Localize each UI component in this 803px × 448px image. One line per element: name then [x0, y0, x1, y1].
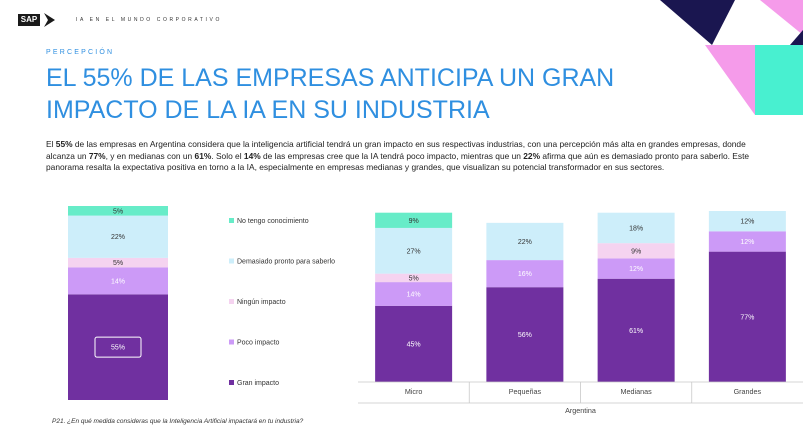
data-label-cat3-gran: 77% [740, 314, 754, 321]
deco-navy-triangle [660, 0, 735, 45]
data-label-cat2-demasiado: 18% [629, 225, 643, 232]
page-title: EL 55% DE LAS EMPRESAS ANTICIPA UN GRAN … [46, 64, 615, 124]
data-label-total-no_tengo: 5% [113, 208, 123, 215]
x-tick-label: Micro [405, 387, 423, 396]
legend-swatch-gran [229, 380, 234, 385]
data-label-cat1-gran: 56% [518, 332, 532, 339]
data-label-cat2-ningun: 9% [631, 248, 641, 255]
legend-swatch-no_tengo [229, 218, 234, 223]
body-highlight: 55% [55, 139, 73, 149]
bar-segment-cat2-demasiado [597, 212, 675, 244]
legend-label-ningun: Ningún impacto [237, 299, 286, 306]
data-label-total-gran: 55% [111, 345, 125, 352]
body-highlight: 61% [194, 150, 212, 161]
bar-segment-cat2-gran [597, 278, 675, 382]
data-label-cat0-poco: 14% [407, 291, 421, 298]
deco-pink-triangle [760, 0, 803, 35]
bar-segment-cat3-poco [708, 231, 786, 252]
bar-segment-cat1-poco [486, 260, 564, 288]
body-highlight: 77% [88, 150, 106, 161]
deco-navy-edge [790, 30, 803, 45]
bar-segment-total-no_tengo [68, 206, 168, 216]
data-label-cat0-no_tengo: 9% [409, 218, 419, 225]
bar-segment-cat0-ningun [375, 273, 453, 283]
arrow-logo-icon [44, 13, 55, 27]
legend-label-demasiado: Demasiado pronto para saberlo [237, 259, 335, 266]
x-axis-label: Argentina [565, 406, 596, 415]
data-label-total-demasiado: 22% [111, 234, 125, 241]
bar-segment-cat0-gran [375, 305, 453, 382]
bar-segment-cat3-demasiado [708, 211, 786, 232]
data-label-total-poco: 14% [111, 278, 125, 285]
body-paragraph: El 55% de las empresas en Argentina cons… [46, 139, 756, 174]
data-label-cat1-demasiado: 22% [518, 239, 532, 246]
legend-swatch-ningun [229, 299, 234, 304]
body-text-span: , y en medianas con un [105, 150, 195, 161]
legend-label-no_tengo: No tengo conocimiento [237, 218, 309, 225]
header-tag: IA EN EL MUNDO CORPORATIVO [76, 17, 222, 23]
data-label-cat2-poco: 12% [629, 266, 643, 273]
data-label-cat1-poco: 16% [518, 271, 532, 278]
bar-segment-total-ningun [68, 257, 168, 268]
body-highlight: 14% [243, 150, 261, 161]
section-label: PERCEPCIÓN [46, 49, 115, 56]
body-highlight: 22% [523, 150, 541, 161]
bar-segment-total-demasiado [68, 215, 168, 258]
data-label-cat0-demasiado: 27% [407, 248, 421, 255]
body-text-span: afirma que aún es demasiado pronto para … [46, 150, 750, 173]
highlight-box [94, 336, 142, 358]
data-label-cat2-gran: 61% [629, 328, 643, 335]
body-text-span: de las empresas en Argentina considera q… [46, 139, 746, 161]
body-text-span: de las empresas cree que la IA tendrá po… [260, 150, 524, 161]
bar-segment-cat0-demasiado [375, 227, 453, 274]
bar-segment-cat1-gran [486, 287, 564, 382]
size-stacked-bar-chart: 45% 14% 5% 27% 9% Micro 56% 16% 22% Pequeñas 61% 12… [358, 211, 803, 415]
data-label-cat3-poco: 12% [740, 239, 754, 246]
bar-segment-cat0-poco [375, 282, 453, 306]
legend-label-gran: Gran impacto [237, 380, 279, 387]
bar-segment-cat2-ningun [597, 243, 675, 259]
body-text-span: . Solo el [211, 150, 244, 161]
bar-segment-total-poco [68, 267, 168, 295]
x-tick-label: Pequeñas [509, 387, 542, 396]
bar-segment-total-gran [68, 294, 168, 400]
x-tick-label: Medianas [621, 387, 653, 396]
survey-question: P21. ¿En qué medida consideras que la In… [52, 418, 304, 425]
deco-mint-block [755, 45, 803, 115]
data-label-cat0-gran: 45% [407, 341, 421, 348]
body-text-span: El [46, 139, 56, 149]
bar-segment-cat0-no_tengo [375, 212, 453, 228]
data-label-total-ningun: 5% [113, 260, 123, 267]
sap-logo: SAP [18, 14, 40, 26]
data-label-cat0-ningun: 5% [409, 275, 419, 282]
bar-segment-cat1-demasiado [486, 222, 564, 261]
legend-label-poco: Poco impacto [237, 340, 280, 347]
bar-segment-cat3-gran [708, 251, 786, 382]
data-label-cat3-demasiado: 12% [740, 219, 754, 226]
x-tick-label: Grandes [734, 387, 762, 396]
legend-swatch-demasiado [229, 258, 234, 264]
legend-swatch-poco [229, 339, 234, 345]
bar-segment-cat2-poco [597, 258, 675, 279]
total-stacked-bar-chart: 55% 14% 5% 22% 5% No tengo conocimiento Demasi… [68, 206, 335, 400]
